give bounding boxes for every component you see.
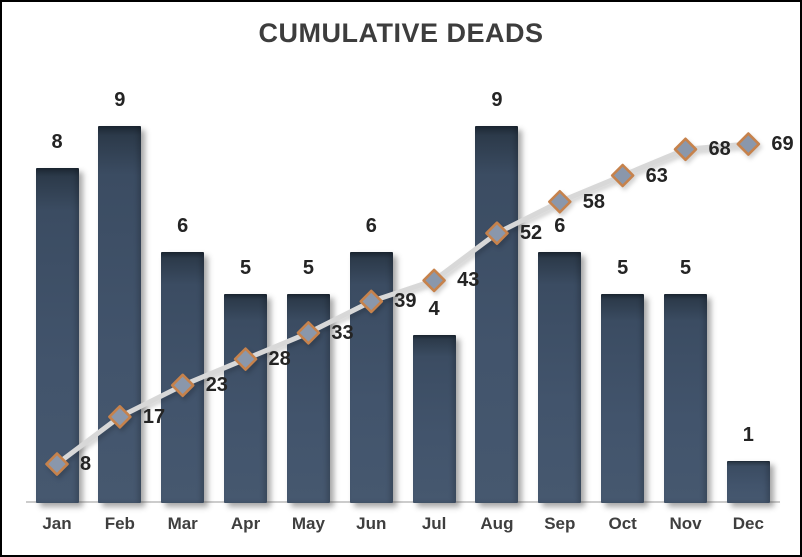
line-marker-nov xyxy=(673,137,698,162)
cumulative-line-group xyxy=(45,132,761,476)
bar-dec xyxy=(726,461,770,503)
bar-apr xyxy=(224,293,268,503)
bar-sep xyxy=(538,251,582,503)
cumulative-line xyxy=(54,141,751,467)
bar-jan xyxy=(35,167,79,503)
line-marker-oct xyxy=(610,163,635,188)
line-marker-jan xyxy=(45,452,69,476)
line-marker-aug xyxy=(485,221,509,246)
line-marker-sep xyxy=(548,189,572,214)
line-marker-dec xyxy=(736,132,761,156)
bar-oct xyxy=(601,293,645,503)
bar-jul xyxy=(412,335,456,503)
chart-title: CUMULATIVE DEADS xyxy=(258,18,544,48)
line-marker-mar xyxy=(170,373,195,398)
line-marker-feb xyxy=(108,405,132,429)
bar-nov xyxy=(664,293,707,503)
bar-aug xyxy=(475,125,519,503)
line-marker-apr xyxy=(233,347,258,371)
line-marker-may xyxy=(296,321,321,345)
line-marker-jun xyxy=(359,289,384,314)
x-axis-line xyxy=(26,501,780,503)
line-marker-jul xyxy=(422,268,446,293)
bar-feb xyxy=(98,125,142,503)
